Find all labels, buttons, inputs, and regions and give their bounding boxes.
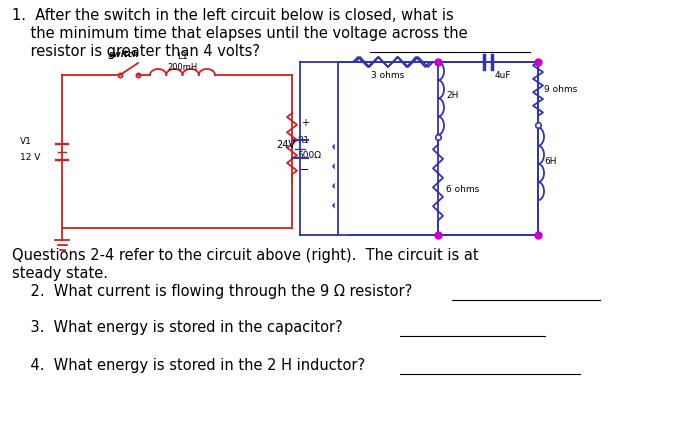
Text: L1: L1: [177, 52, 188, 61]
Text: +: +: [301, 119, 309, 128]
Text: −: −: [300, 164, 309, 175]
Text: V1: V1: [20, 137, 32, 146]
Text: 12 V: 12 V: [20, 153, 41, 161]
Text: 2H: 2H: [446, 91, 459, 101]
Text: Questions 2-4 refer to the circuit above (right).  The circuit is at: Questions 2-4 refer to the circuit above…: [12, 248, 479, 263]
Text: 200mH: 200mH: [167, 63, 197, 72]
Text: steady state.: steady state.: [12, 266, 108, 281]
Text: 4.  What energy is stored in the 2 H inductor?: 4. What energy is stored in the 2 H indu…: [12, 358, 365, 373]
Text: 6 ohms: 6 ohms: [446, 185, 480, 194]
Text: 9 ohms: 9 ohms: [544, 85, 577, 94]
Text: 500Ω: 500Ω: [297, 151, 321, 160]
Text: 3 ohms: 3 ohms: [372, 71, 405, 80]
Text: resistor is greater than 4 volts?: resistor is greater than 4 volts?: [12, 44, 260, 59]
Text: 24V: 24V: [276, 141, 295, 150]
Text: 1.  After the switch in the left circuit below is closed, what is: 1. After the switch in the left circuit …: [12, 8, 454, 23]
Text: 6H: 6H: [544, 157, 556, 166]
Text: the minimum time that elapses until the voltage across the: the minimum time that elapses until the …: [12, 26, 468, 41]
Text: 4uF: 4uF: [495, 71, 511, 80]
Text: 2.  What current is flowing through the 9 Ω resistor?: 2. What current is flowing through the 9…: [12, 284, 412, 299]
Text: 3.  What energy is stored in the capacitor?: 3. What energy is stored in the capacito…: [12, 320, 343, 335]
Text: switch: switch: [108, 50, 139, 59]
Text: R1: R1: [297, 136, 309, 145]
